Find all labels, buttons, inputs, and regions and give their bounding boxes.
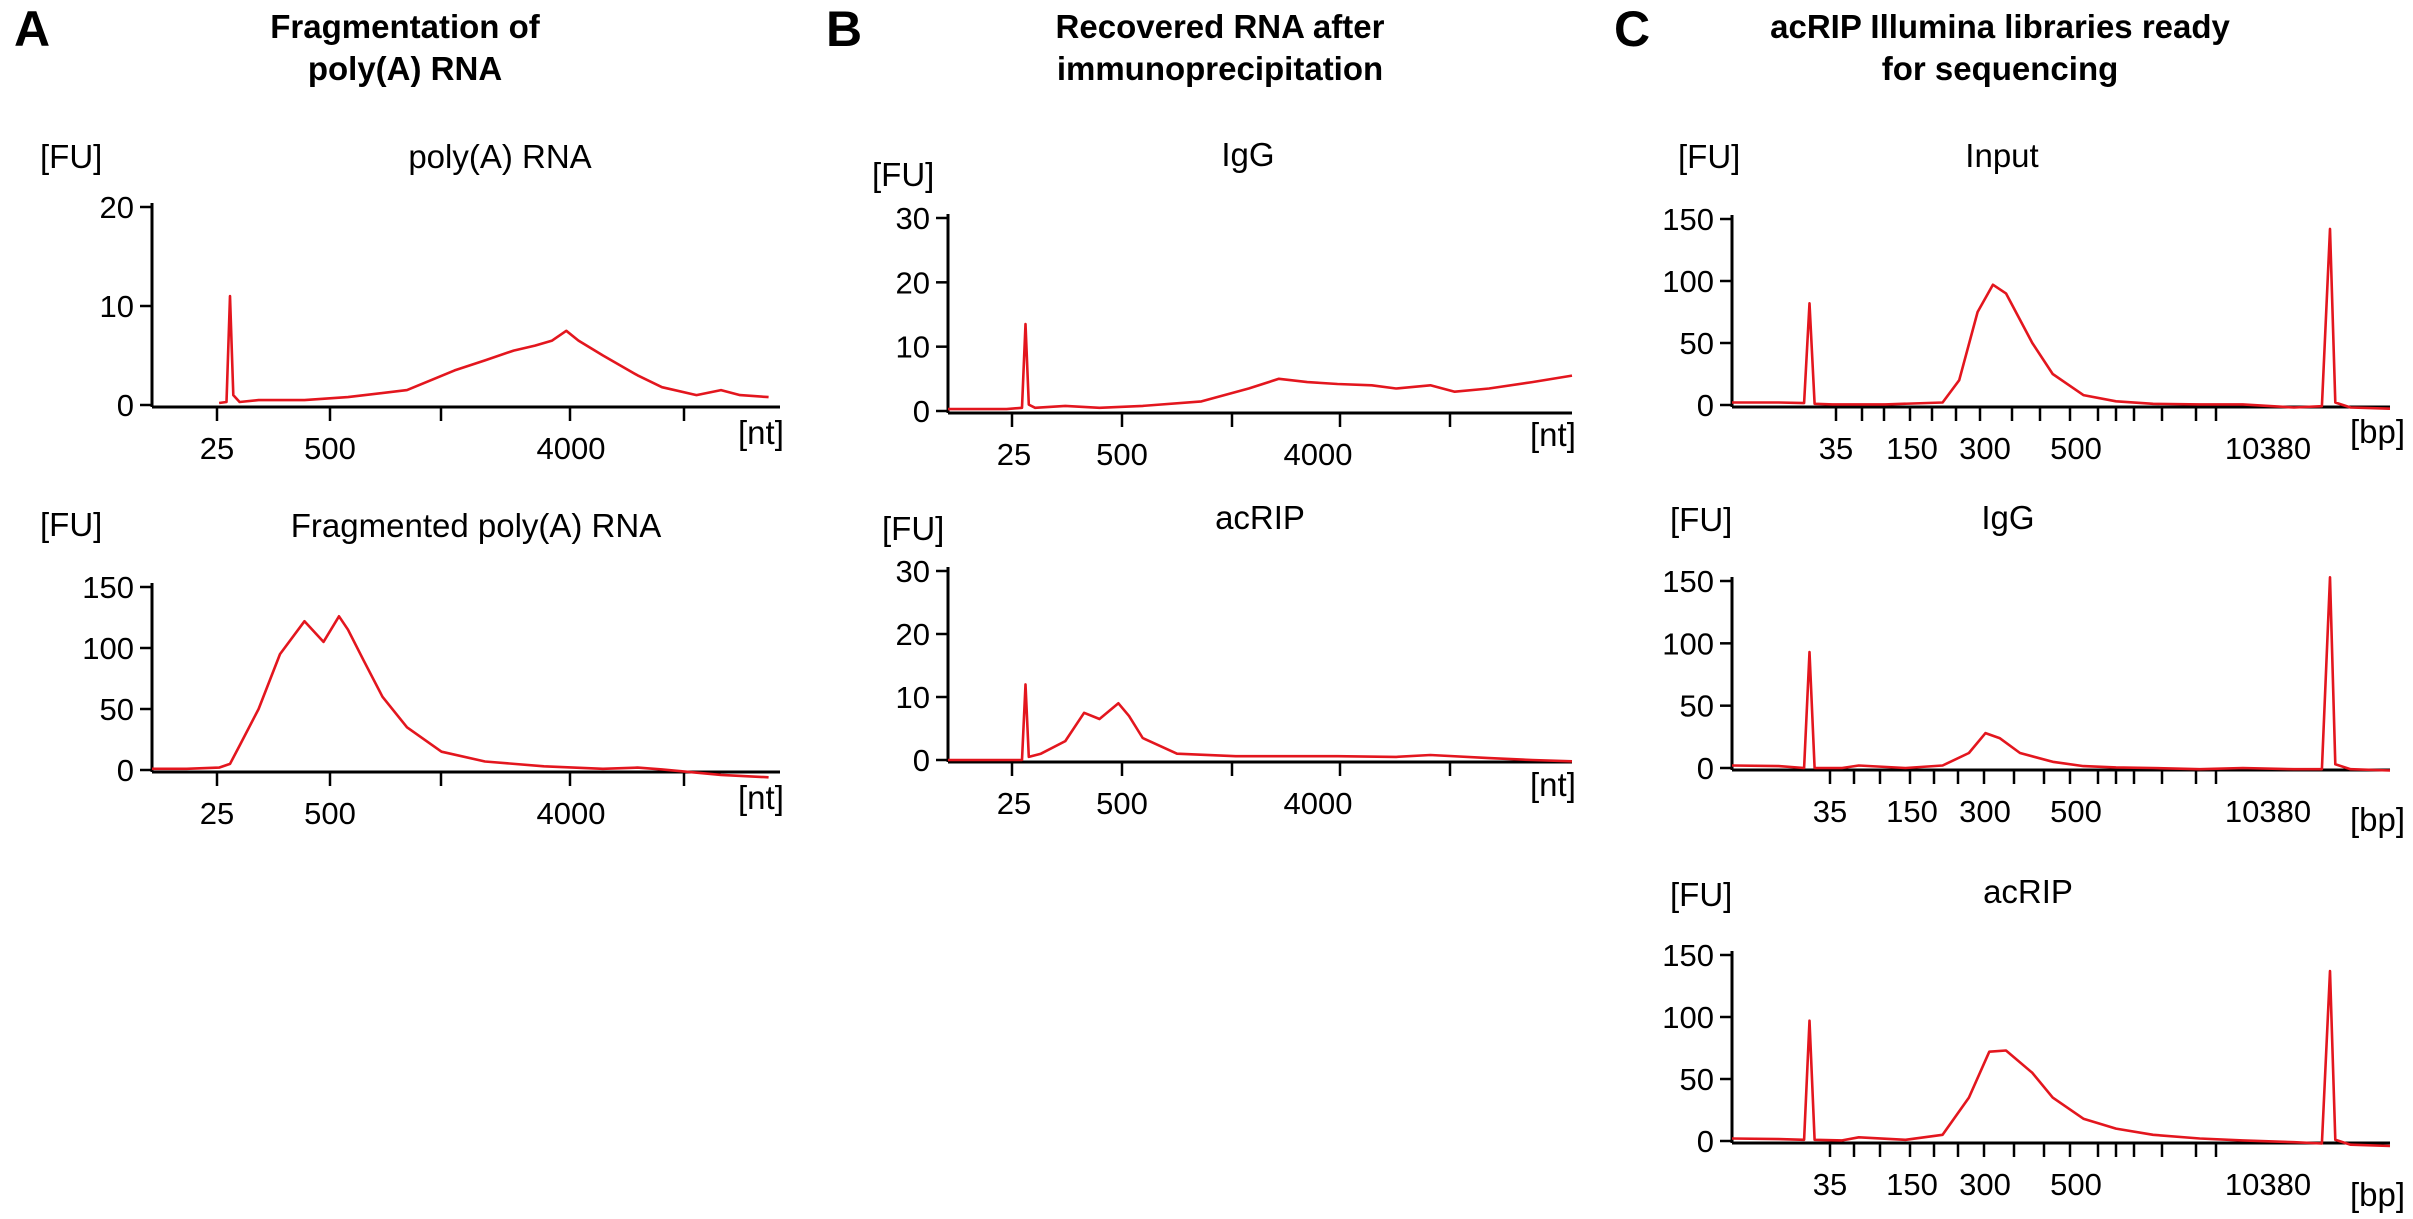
plot-title: acRIP [1215, 499, 1305, 536]
y-axis-label: [FU] [40, 506, 102, 543]
trace-line [1732, 227, 2391, 410]
y-tick-label: 150 [82, 570, 134, 605]
chart-a-1: Fragmented poly(A) RNA [FU] [nt] 0 50 100 150 2… [40, 506, 784, 831]
y-tick-label: 0 [1697, 388, 1714, 423]
y-tick-label: 150 [1662, 564, 1714, 599]
y-tick-label: 150 [1662, 202, 1714, 237]
x-tick-label: 25 [200, 431, 234, 466]
panel-letter-c: C [1614, 1, 1651, 57]
plot-title: poly(A) RNA [408, 138, 591, 175]
chart-c-5: IgG [FU] [bp] 0 50 100 150 35 150 300 500 10380 [1662, 499, 2405, 838]
y-axis-label: [FU] [40, 138, 102, 175]
x-tick-label: 300 [1959, 1167, 2011, 1202]
y-tick-label: 20 [100, 190, 134, 225]
trace-line [1731, 969, 2391, 1148]
y-tick-label: 0 [1697, 1124, 1714, 1159]
x-tick-label: 25 [200, 796, 234, 831]
plot-title: IgG [1981, 499, 2034, 536]
x-tick-label: 500 [304, 431, 356, 466]
y-axis-label: [FU] [1670, 501, 1732, 538]
y-tick-label: 50 [1680, 689, 1714, 724]
y-tick-label: 0 [913, 743, 930, 778]
y-axis-label: [FU] [872, 156, 934, 193]
y-tick-label: 100 [1662, 1000, 1714, 1035]
chart-b-3: acRIP [FU] [nt] 0 10 20 30 25 500 4000 [882, 499, 1576, 821]
y-tick-label: 20 [896, 617, 930, 652]
x-axis-unit: [nt] [1530, 416, 1576, 453]
x-tick-label: 10380 [2225, 1167, 2311, 1202]
x-tick-label: 4000 [537, 431, 606, 466]
x-axis-unit: [bp] [2350, 801, 2405, 838]
y-tick-label: 50 [100, 692, 134, 727]
chart-a-0: poly(A) RNA [FU] [nt] 0 10 20 25 500 4000 [40, 138, 784, 466]
x-tick-label: 500 [2050, 794, 2102, 829]
trace-line [1731, 575, 2391, 772]
x-tick-label: 500 [1096, 786, 1148, 821]
trace-line [152, 614, 769, 779]
x-tick-label: 500 [1096, 437, 1148, 472]
x-axis-unit: [bp] [2350, 413, 2405, 450]
chart-b-2: IgG [FU] [nt] 0 10 20 30 25 500 4000 [872, 136, 1576, 472]
x-tick-label: 150 [1886, 1167, 1938, 1202]
y-tick-label: 0 [117, 388, 134, 423]
y-axis-label: [FU] [1678, 138, 1740, 175]
y-tick-label: 150 [1662, 938, 1714, 973]
panel-title-b: Recovered RNA after immunoprecipitation [1055, 8, 1385, 87]
plot-title: IgG [1221, 136, 1274, 173]
x-tick-label: 4000 [537, 796, 606, 831]
trace-line [948, 322, 1573, 411]
x-tick-label: 300 [1959, 794, 2011, 829]
plot-title: Fragmented poly(A) RNA [291, 507, 661, 544]
panel-letter-b: B [826, 1, 863, 57]
y-tick-label: 0 [913, 394, 930, 429]
y-tick-label: 20 [896, 265, 930, 300]
y-tick-label: 0 [1697, 751, 1714, 786]
x-axis-unit: [nt] [738, 779, 784, 816]
plot-title: Input [1965, 137, 2038, 174]
x-tick-label: 150 [1886, 431, 1938, 466]
y-tick-label: 100 [1662, 626, 1714, 661]
y-tick-label: 10 [896, 680, 930, 715]
x-axis-unit: [bp] [2350, 1176, 2405, 1213]
x-tick-label: 10380 [2225, 431, 2311, 466]
x-tick-label: 25 [997, 786, 1031, 821]
x-tick-label: 10380 [2225, 794, 2311, 829]
x-axis-unit: [nt] [1530, 766, 1576, 803]
chart-c-4: Input [FU] [bp] 0 50 100 150 35 150 300 500 10380 [1662, 137, 2405, 466]
x-tick-label: 300 [1959, 431, 2011, 466]
trace-line [948, 683, 1573, 763]
y-tick-label: 10 [896, 330, 930, 365]
y-axis-label: [FU] [882, 510, 944, 547]
x-tick-label: 25 [997, 437, 1031, 472]
panel-letter-a: A [14, 1, 51, 57]
x-tick-label: 150 [1886, 794, 1938, 829]
x-tick-label: 35 [1819, 431, 1853, 466]
x-axis-unit: [nt] [738, 414, 784, 451]
y-tick-label: 50 [1680, 326, 1714, 361]
x-tick-label: 500 [2050, 1167, 2102, 1202]
x-tick-label: 4000 [1284, 786, 1353, 821]
y-tick-label: 30 [896, 201, 930, 236]
y-axis-label: [FU] [1670, 876, 1732, 913]
y-tick-label: 100 [82, 631, 134, 666]
x-tick-label: 500 [2050, 431, 2102, 466]
plot-title: acRIP [1983, 873, 2073, 910]
x-tick-label: 4000 [1284, 437, 1353, 472]
x-tick-label: 500 [304, 796, 356, 831]
y-tick-label: 100 [1662, 264, 1714, 299]
y-tick-label: 10 [100, 289, 134, 324]
x-tick-label: 35 [1813, 1167, 1847, 1202]
trace-line [218, 294, 769, 405]
y-tick-label: 0 [117, 753, 134, 788]
chart-c-6: acRIP [FU] [bp] 0 50 100 150 35 150 300 500 10380 [1662, 873, 2405, 1213]
panel-title-a: Fragmentation of poly(A) RNA [270, 8, 540, 87]
panel-title-c: acRIP Illumina libraries ready for seque… [1770, 8, 2230, 87]
y-tick-label: 30 [896, 554, 930, 589]
y-tick-label: 50 [1680, 1062, 1714, 1097]
x-tick-label: 35 [1813, 794, 1847, 829]
